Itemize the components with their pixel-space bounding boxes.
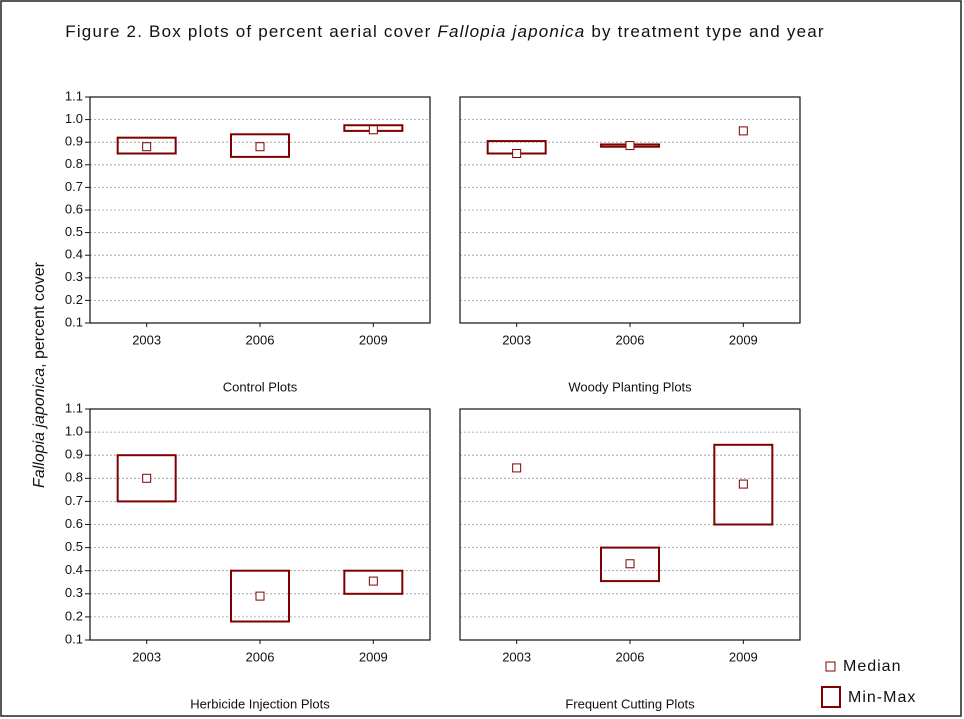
median-marker	[368, 576, 378, 586]
x-axis-label: Frequent Cutting Plots	[565, 696, 695, 711]
y-tick-label: 0.2	[65, 292, 83, 307]
y-tick-label: 0.3	[65, 269, 83, 284]
title-part: Figure 2. Box plots of percent aerial co…	[65, 22, 438, 41]
median-marker	[255, 142, 265, 152]
y-tick-label: 0.7	[65, 493, 83, 508]
y-tick-label: 1.1	[65, 400, 83, 415]
x-tick-label: 2006	[616, 649, 645, 664]
y-tick-label: 1.0	[65, 424, 83, 439]
x-tick-label: 2003	[502, 332, 531, 347]
min-max-box	[600, 546, 660, 583]
x-tick-label: 2006	[616, 332, 645, 347]
y-tick-label: 0.2	[65, 608, 83, 623]
y-tick-label: 0.8	[65, 156, 83, 171]
median-marker	[255, 591, 265, 601]
y-tick-label: 0.8	[65, 470, 83, 485]
x-tick-label: 2003	[132, 332, 161, 347]
legend-label: Min-Max	[848, 689, 916, 706]
min-max-box	[343, 569, 404, 595]
x-tick-label: 2009	[359, 649, 388, 664]
x-tick-label: 2003	[132, 649, 161, 664]
y-tick-label: 0.4	[65, 247, 83, 262]
median-marker	[512, 149, 522, 158]
y-tick-label: 1.0	[65, 111, 83, 126]
x-axis-label: Control Plots	[223, 379, 298, 394]
median-marker	[368, 125, 378, 135]
legend-label: Median	[843, 658, 901, 675]
min-max-box	[713, 443, 774, 526]
x-tick-label: 2009	[729, 649, 758, 664]
y-tick-label: 0.6	[65, 516, 83, 531]
y-label-rest: , percent cover	[31, 261, 48, 368]
y-axis-label: Fallopia japonica, percent cover	[31, 261, 48, 488]
min-max-box	[230, 569, 290, 623]
min-max-box	[116, 454, 177, 503]
y-tick-label: 0.1	[65, 631, 83, 646]
y-tick-label: 0.9	[65, 134, 83, 149]
y-tick-label: 0.7	[65, 179, 83, 194]
x-axis-label: Woody Planting Plots	[568, 379, 692, 394]
median-marker	[512, 463, 522, 473]
legend-median-swatch	[825, 661, 836, 672]
y-tick-label: 0.4	[65, 562, 83, 577]
y-label-italic: Fallopia japonica	[31, 368, 48, 488]
x-tick-label: 2006	[246, 332, 275, 347]
median-marker	[142, 142, 152, 152]
median-marker	[625, 141, 635, 151]
title-part: by treatment type and year	[585, 22, 825, 41]
median-marker	[738, 479, 748, 489]
min-max-box	[116, 136, 177, 155]
title-italic: Fallopia japonica	[437, 22, 586, 41]
x-tick-label: 2009	[729, 332, 758, 347]
x-tick-label: 2006	[246, 649, 275, 664]
x-tick-label: 2003	[502, 649, 531, 664]
y-tick-label: 0.5	[65, 224, 83, 239]
x-tick-label: 2009	[359, 332, 388, 347]
y-tick-label: 1.1	[65, 88, 83, 103]
y-tick-label: 0.9	[65, 447, 83, 462]
median-marker	[625, 559, 635, 569]
chart-title: Figure 2. Box plots of percent aerial co…	[60, 20, 830, 44]
y-tick-label: 0.1	[65, 314, 83, 329]
y-tick-label: 0.6	[65, 201, 83, 216]
median-marker	[142, 473, 152, 483]
legend-minmax-swatch	[821, 686, 841, 708]
x-axis-label: Herbicide Injection Plots	[190, 696, 330, 711]
min-max-box	[230, 133, 290, 158]
y-tick-label: 0.3	[65, 585, 83, 600]
y-tick-label: 0.5	[65, 539, 83, 554]
median-marker	[738, 126, 748, 136]
